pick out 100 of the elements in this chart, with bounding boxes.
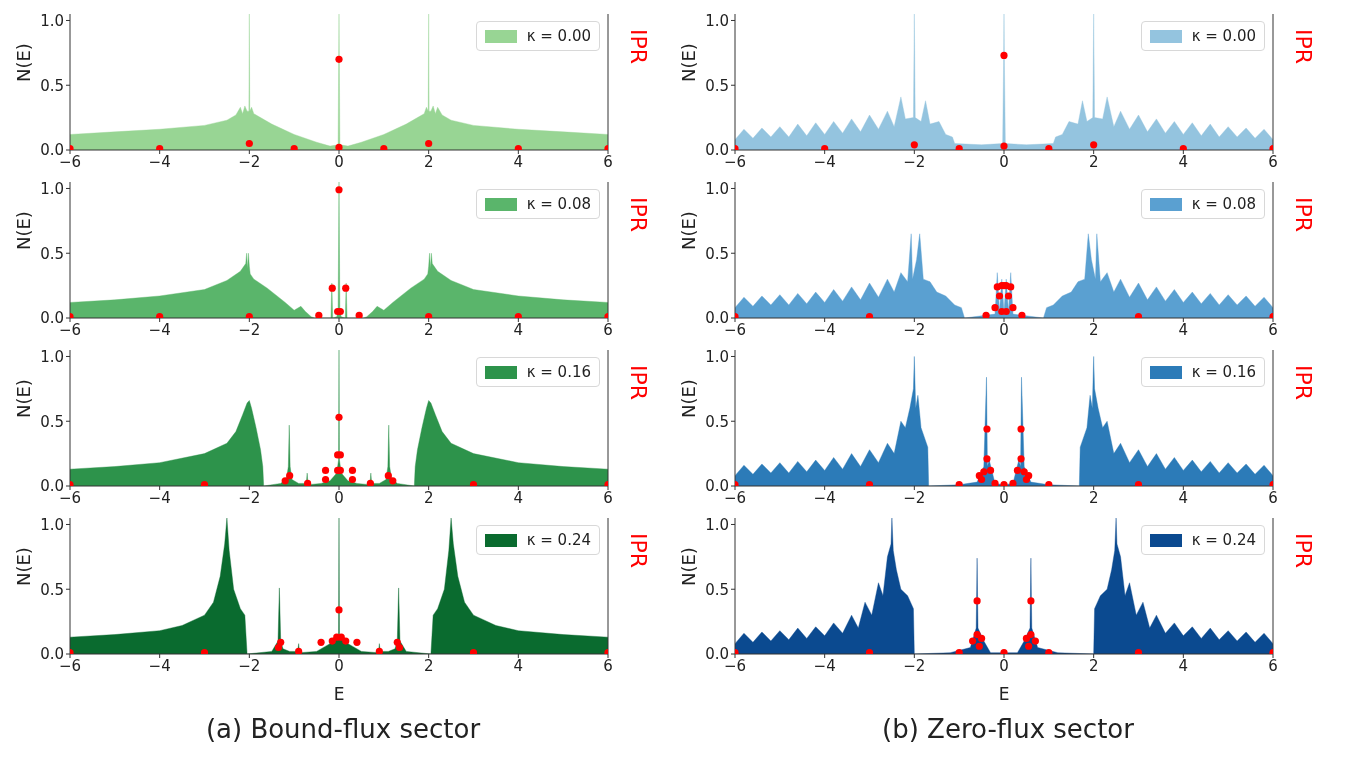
y-tick-label: 1.0: [705, 347, 729, 366]
x-tick-label: 6: [603, 320, 613, 339]
y-tick-label: 1.0: [40, 179, 64, 198]
legend-label: κ = 0.00: [1191, 27, 1256, 45]
y-tick-label: 0.5: [705, 412, 729, 431]
y-axis-title: N(E): [678, 43, 700, 82]
x-tick-label: 0: [334, 656, 344, 675]
legend-label: κ = 0.24: [1191, 531, 1256, 549]
x-tick-label: −4: [148, 320, 171, 339]
x-tick-label: 2: [423, 656, 434, 675]
x-tick-label: 4: [1178, 320, 1189, 339]
y-axis-title: N(E): [678, 547, 700, 586]
x-tick-label: −2: [903, 656, 926, 675]
y-tick-label: 1.0: [705, 179, 729, 198]
y-axis-title: N(E): [13, 379, 35, 418]
x-tick-label: 4: [513, 656, 524, 675]
x-tick-label: 6: [1268, 656, 1278, 675]
x-tick-label: −2: [238, 656, 261, 675]
y2-axis-title: IPR: [626, 365, 651, 401]
x-tick-label: 2: [1088, 488, 1099, 507]
x-tick-label: −4: [813, 152, 836, 171]
text: (a) Bound-flux sector: [204, 714, 482, 744]
x-tick-label: −2: [903, 488, 926, 507]
y-axis-title: N(E): [13, 43, 35, 82]
x-tick-label: −2: [903, 320, 926, 339]
y-tick-label: 1.0: [705, 515, 729, 534]
y-tick-label: 1.0: [705, 11, 729, 30]
x-tick-label: 0: [999, 656, 1009, 675]
y-tick-label: 0.5: [40, 244, 64, 263]
x-tick-label: −4: [148, 488, 171, 507]
y2-axis-title: IPR: [626, 533, 651, 569]
x-tick-label: 0: [999, 152, 1009, 171]
x-tick-label: 6: [1268, 152, 1278, 171]
legend-label: κ = 0.08: [1191, 195, 1256, 213]
y-tick-label: 0.0: [705, 309, 729, 328]
x-tick-label: −4: [813, 320, 836, 339]
y-tick-label: 0.5: [705, 76, 729, 95]
y-tick-label: 0.5: [40, 580, 64, 599]
text: (b) Zero-flux sector: [881, 714, 1135, 744]
y-tick-label: 0.5: [40, 76, 64, 95]
legend-label: κ = 0.00: [526, 27, 591, 45]
x-tick-label: −2: [238, 488, 261, 507]
y-tick-label: 1.0: [40, 515, 64, 534]
x-tick-label: −4: [813, 656, 836, 675]
x-tick-label: 6: [603, 488, 613, 507]
y-axis-title: N(E): [13, 211, 35, 250]
y-axis-title: N(E): [678, 211, 700, 250]
y-tick-label: 0.0: [40, 141, 64, 160]
y-tick-label: 0.0: [40, 645, 64, 664]
y2-axis-title: IPR: [1291, 29, 1316, 65]
x-tick-label: 2: [423, 320, 434, 339]
y-axis-title: N(E): [13, 547, 35, 586]
y2-axis-title: IPR: [626, 197, 651, 233]
y2-axis-title: IPR: [1291, 533, 1316, 569]
x-tick-label: 2: [1088, 656, 1099, 675]
x-tick-label: −4: [148, 656, 171, 675]
y-tick-label: 0.0: [705, 645, 729, 664]
x-tick-label: 4: [513, 152, 524, 171]
x-tick-label: 6: [603, 656, 613, 675]
x-tick-label: 4: [513, 320, 524, 339]
y-tick-label: 0.0: [40, 309, 64, 328]
x-tick-label: 0: [999, 320, 1009, 339]
legend-label: κ = 0.24: [526, 531, 591, 549]
x-tick-label: 6: [1268, 488, 1278, 507]
x-tick-label: −2: [238, 152, 261, 171]
x-axis-title: E: [333, 684, 345, 704]
x-tick-label: 0: [999, 488, 1009, 507]
x-tick-label: 0: [334, 152, 344, 171]
x-tick-label: 6: [603, 152, 613, 171]
x-tick-label: 2: [1088, 320, 1099, 339]
x-tick-label: 6: [1268, 320, 1278, 339]
x-axis-title: E: [998, 684, 1010, 704]
y-tick-label: 1.0: [40, 11, 64, 30]
y-tick-label: 0.0: [705, 477, 729, 496]
legend-label: κ = 0.16: [526, 363, 591, 381]
y2-axis-title: IPR: [1291, 197, 1316, 233]
legend-label: κ = 0.16: [1191, 363, 1256, 381]
y-tick-label: 0.5: [40, 412, 64, 431]
x-tick-label: 2: [423, 152, 434, 171]
y-axis-title: N(E): [678, 379, 700, 418]
y2-axis-title: IPR: [1291, 365, 1316, 401]
y-tick-label: 1.0: [40, 347, 64, 366]
x-tick-label: 4: [1178, 152, 1189, 171]
y-tick-label: 0.5: [705, 580, 729, 599]
x-tick-label: 4: [1178, 488, 1189, 507]
x-tick-label: 2: [1088, 152, 1099, 171]
x-tick-label: −4: [148, 152, 171, 171]
y-tick-label: 0.5: [705, 244, 729, 263]
y-tick-label: 0.0: [705, 141, 729, 160]
x-tick-label: 4: [513, 488, 524, 507]
y-tick-label: 0.0: [40, 477, 64, 496]
x-tick-label: 0: [334, 488, 344, 507]
x-tick-label: −4: [813, 488, 836, 507]
y2-axis-title: IPR: [626, 29, 651, 65]
x-tick-label: 0: [334, 320, 344, 339]
x-tick-label: −2: [238, 320, 261, 339]
x-tick-label: −2: [903, 152, 926, 171]
x-tick-label: 2: [423, 488, 434, 507]
legend-label: κ = 0.08: [526, 195, 591, 213]
x-tick-label: 4: [1178, 656, 1189, 675]
